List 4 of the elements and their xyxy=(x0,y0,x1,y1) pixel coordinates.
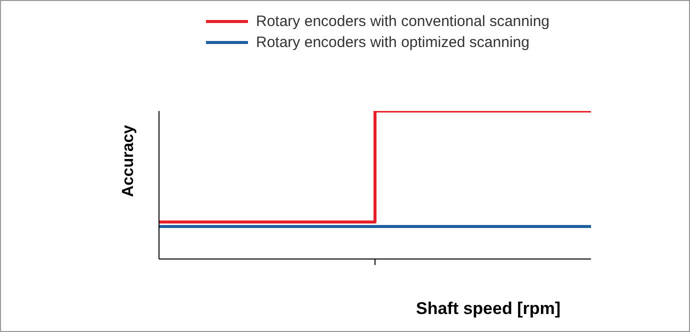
x-axis-title: Shaft speed [rpm] xyxy=(416,299,561,319)
y-axis-title: Accuracy xyxy=(120,124,138,198)
legend-label: Rotary encoders with optimized scanning xyxy=(256,33,530,53)
legend-label: Rotary encoders with conventional scanning xyxy=(256,12,550,32)
